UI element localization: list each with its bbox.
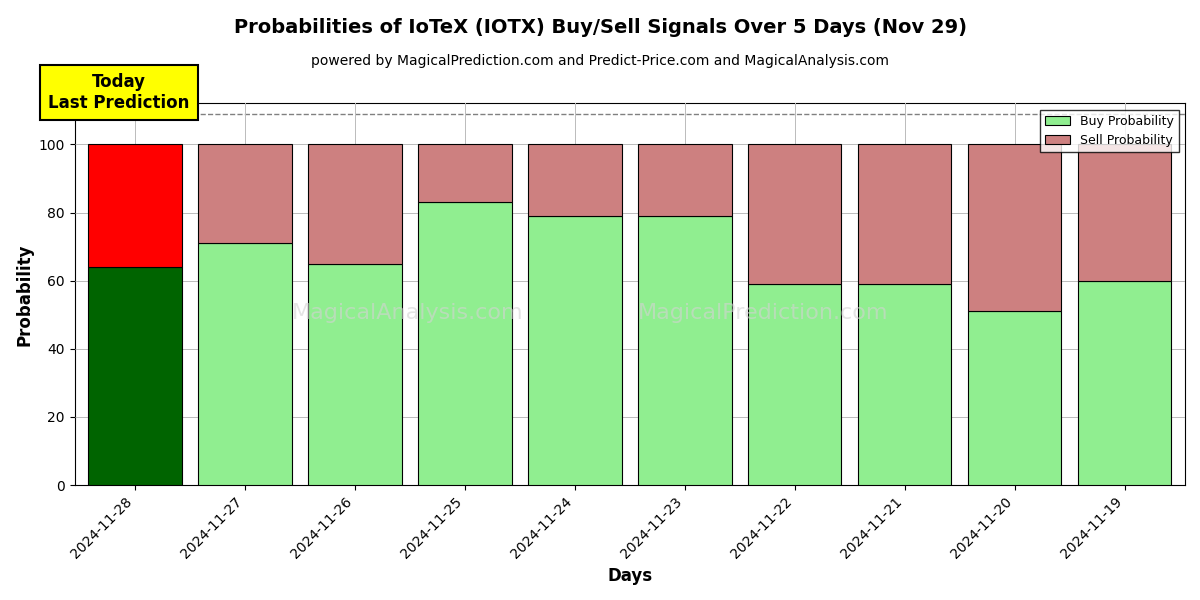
Text: MagicalAnalysis.com: MagicalAnalysis.com xyxy=(292,304,523,323)
Y-axis label: Probability: Probability xyxy=(16,243,34,346)
Text: powered by MagicalPrediction.com and Predict-Price.com and MagicalAnalysis.com: powered by MagicalPrediction.com and Pre… xyxy=(311,54,889,68)
Bar xyxy=(419,145,511,202)
Bar xyxy=(308,145,402,263)
Bar xyxy=(528,216,622,485)
Bar xyxy=(748,284,841,485)
Text: MagicalPrediction.com: MagicalPrediction.com xyxy=(638,304,888,323)
Text: Today
Last Prediction: Today Last Prediction xyxy=(48,73,190,112)
Bar xyxy=(638,145,732,216)
Bar xyxy=(968,311,1061,485)
X-axis label: Days: Days xyxy=(607,567,653,585)
Bar xyxy=(89,145,182,267)
Bar xyxy=(1078,281,1171,485)
Legend: Buy Probability, Sell Probability: Buy Probability, Sell Probability xyxy=(1040,110,1178,152)
Text: Probabilities of IoTeX (IOTX) Buy/Sell Signals Over 5 Days (Nov 29): Probabilities of IoTeX (IOTX) Buy/Sell S… xyxy=(234,18,966,37)
Bar xyxy=(308,263,402,485)
Bar xyxy=(89,267,182,485)
Bar xyxy=(528,145,622,216)
Bar xyxy=(419,202,511,485)
Bar xyxy=(748,145,841,284)
Bar xyxy=(858,145,952,284)
Bar xyxy=(198,145,292,243)
Bar xyxy=(198,243,292,485)
Bar xyxy=(638,216,732,485)
Bar xyxy=(968,145,1061,311)
Bar xyxy=(858,284,952,485)
Bar xyxy=(1078,145,1171,281)
